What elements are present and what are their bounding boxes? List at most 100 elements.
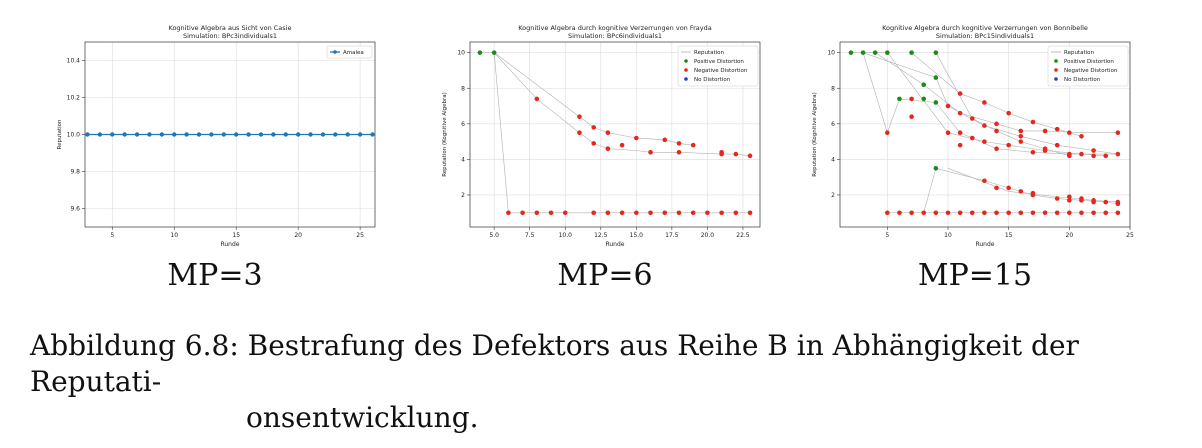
negative-distortion-point: [1091, 153, 1096, 159]
y-tick-label: 10.0: [67, 132, 81, 139]
reputation-line: [862, 52, 1118, 155]
negative-distortion-point: [719, 210, 724, 216]
negative-distortion-point: [1079, 151, 1084, 157]
x-axis-label: Runde: [605, 241, 624, 248]
positive-distortion-point: [933, 100, 939, 105]
caption-line-2: onsentwicklung.: [246, 401, 479, 434]
y-tick-label: 10: [827, 50, 835, 57]
x-tick-label: 7.5: [525, 232, 535, 239]
x-tick-label: 25: [356, 232, 364, 239]
legend-label: Positive Distortion: [694, 59, 744, 65]
negative-distortion-point: [591, 125, 596, 130]
negative-distortion-point: [885, 130, 890, 136]
legend-box: [1047, 45, 1129, 87]
negative-distortion-point: [1006, 142, 1011, 148]
x-axis-label: Runde: [220, 241, 239, 248]
x-tick-label: 15.0: [630, 232, 644, 239]
negative-distortion-point: [634, 210, 639, 216]
reputation-line: [479, 52, 751, 157]
legend-label: Positive Distortion: [1064, 59, 1114, 65]
positive-distortion-point: [897, 96, 902, 102]
negative-distortion-point: [1042, 210, 1048, 216]
negative-distortion-point: [1030, 149, 1036, 155]
negative-distortion-point: [1054, 142, 1060, 148]
negative-distortion-point: [648, 149, 653, 155]
legend-label: Negative Distortion: [694, 68, 748, 74]
legend-marker: [1054, 68, 1058, 72]
negative-distortion-point: [957, 91, 963, 96]
negative-distortion-point: [1018, 128, 1024, 134]
negative-distortion-point: [1115, 210, 1121, 216]
negative-distortion-point: [577, 130, 582, 136]
negative-distortion-point: [982, 123, 987, 128]
legend-label: Negative Distortion: [1064, 68, 1118, 74]
legend-label: Reputation: [694, 50, 725, 56]
negative-distortion-point: [909, 96, 914, 102]
positive-distortion-point: [491, 50, 497, 55]
negative-distortion-point: [676, 210, 682, 216]
negative-distortion-point: [1091, 210, 1096, 216]
data-point: [333, 132, 338, 137]
data-point: [196, 132, 202, 137]
negative-distortion-point: [690, 142, 696, 148]
negative-distortion-point: [1030, 119, 1036, 125]
y-tick-label: 6: [831, 121, 835, 128]
y-axis-label: Reputation (Kognitive Algebra): [812, 92, 818, 177]
negative-distortion-point: [520, 210, 525, 216]
legend-marker: [333, 50, 337, 54]
x-axis-label: Runde: [975, 241, 994, 248]
x-tick-label: 10.0: [559, 232, 573, 239]
negative-distortion-point: [676, 141, 682, 146]
x-tick-label: 10: [944, 232, 952, 239]
negative-distortion-point: [945, 210, 951, 216]
chart-casie-svg: Kognitive Algebra aus Sicht von CasieSim…: [57, 24, 376, 248]
x-tick-label: 22.5: [736, 232, 750, 239]
negative-distortion-point: [1115, 130, 1121, 136]
reputation-line: [493, 52, 694, 146]
chart-title: Kognitive Algebra durch kognitive Verzer…: [518, 24, 712, 32]
data-point: [357, 132, 363, 137]
y-tick-label: 9.8: [70, 169, 80, 176]
data-point: [134, 132, 140, 137]
negative-distortion-point: [1018, 139, 1024, 144]
negative-distortion-point: [619, 142, 625, 148]
data-point: [283, 132, 288, 137]
reputation-line: [935, 52, 1070, 157]
plot-frame: [469, 41, 761, 228]
negative-distortion-point: [994, 128, 999, 134]
data-point: [209, 132, 214, 137]
positive-distortion-point: [860, 50, 866, 55]
positive-distortion-point: [872, 50, 878, 55]
negative-distortion-point: [1091, 199, 1096, 205]
data-point: [271, 132, 276, 137]
x-tick-label: 10: [170, 232, 178, 239]
reputation-line: [923, 168, 937, 213]
positive-distortion-point: [933, 165, 939, 171]
negative-distortion-point: [719, 151, 724, 157]
data-point: [246, 132, 251, 137]
negative-distortion-point: [534, 210, 540, 216]
negative-distortion-point: [1006, 185, 1011, 191]
chart-title: Kognitive Algebra aus Sicht von Casie: [169, 24, 292, 32]
sublabel-mp15: MP=15: [917, 258, 1033, 293]
negative-distortion-point: [969, 210, 975, 216]
legend-marker: [684, 68, 688, 72]
plot-frame: [84, 41, 376, 228]
data-point: [295, 132, 301, 137]
positive-distortion-point: [921, 82, 927, 87]
negative-distortion-point: [676, 149, 682, 155]
negative-distortion-point: [534, 96, 540, 102]
y-tick-label: 2: [831, 192, 835, 199]
data-point: [85, 132, 90, 137]
negative-distortion-point: [982, 100, 987, 105]
positive-distortion-point: [885, 50, 890, 55]
x-tick-label: 5.0: [489, 232, 499, 239]
negative-distortion-point: [1079, 196, 1084, 201]
negative-distortion-point: [1042, 148, 1048, 153]
negative-distortion-point: [1018, 189, 1024, 194]
negative-distortion-point: [1067, 210, 1072, 216]
negative-distortion-point: [1079, 210, 1084, 216]
negative-distortion-point: [885, 210, 890, 216]
y-tick-label: 4: [461, 156, 465, 163]
positive-distortion-point: [848, 50, 854, 55]
